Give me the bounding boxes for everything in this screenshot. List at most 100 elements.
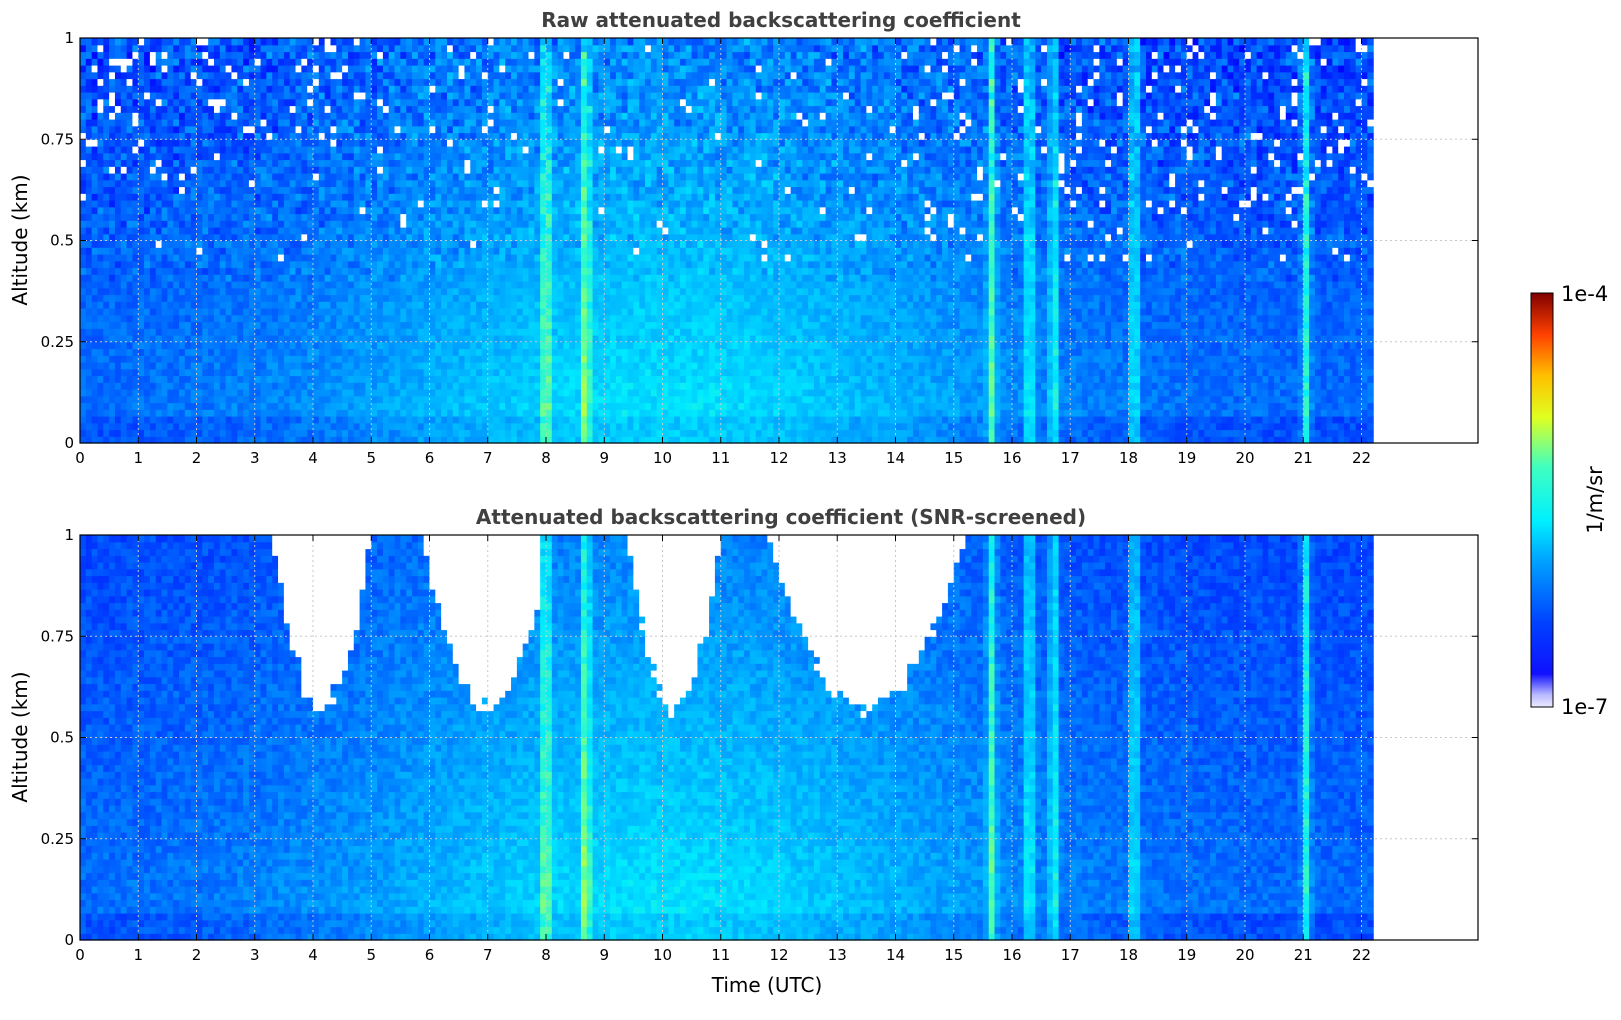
heatmap-cell — [179, 92, 186, 100]
heatmap-cell — [371, 193, 378, 201]
heatmap-cell — [225, 382, 233, 390]
heatmap-cell — [149, 152, 157, 161]
heatmap-cell — [109, 348, 116, 356]
heatmap-cell — [243, 200, 250, 208]
heatmap-cell — [435, 254, 442, 262]
heatmap-cell — [546, 38, 553, 46]
heatmap-cell — [213, 395, 221, 404]
heatmap-cell — [423, 65, 431, 73]
heatmap-cell — [400, 402, 407, 410]
heatmap-cell — [505, 416, 512, 424]
heatmap-cell — [499, 416, 506, 424]
heatmap-cell — [557, 274, 565, 282]
heatmap-cell — [138, 321, 145, 329]
heatmap-cell — [213, 308, 221, 316]
heatmap-cell — [318, 119, 326, 127]
heatmap-cell — [511, 119, 518, 127]
heatmap-cell — [464, 166, 471, 174]
heatmap-cell — [505, 152, 512, 161]
heatmap-cell — [394, 200, 401, 208]
heatmap-cell — [423, 146, 431, 154]
heatmap-cell — [283, 247, 291, 255]
heatmap-cell — [534, 247, 541, 255]
heatmap-cell — [400, 362, 407, 370]
heatmap-cell — [109, 152, 116, 161]
heatmap-cell — [336, 78, 343, 86]
heatmap-cell — [272, 416, 279, 424]
heatmap-cell — [313, 274, 320, 282]
heatmap-cell — [173, 220, 180, 228]
heatmap-cell — [318, 260, 326, 269]
heatmap-cell — [551, 173, 559, 181]
heatmap-cell — [412, 119, 419, 127]
heatmap-cell — [458, 159, 466, 167]
heatmap-cell — [365, 389, 372, 397]
heatmap-cell — [190, 362, 198, 370]
heatmap-cell — [359, 85, 367, 93]
heatmap-cell — [365, 314, 372, 323]
heatmap-cell — [283, 409, 291, 417]
heatmap-cell — [516, 92, 524, 100]
heatmap-cell — [557, 193, 565, 201]
heatmap-cell — [208, 51, 215, 59]
heatmap-cell — [144, 78, 151, 86]
heatmap-cell — [283, 132, 291, 140]
heatmap-cell — [85, 402, 93, 410]
heatmap-cell — [208, 112, 215, 120]
heatmap-cell — [365, 375, 372, 383]
heatmap-cell — [138, 294, 145, 302]
heatmap-cell — [184, 375, 192, 383]
heatmap-cell — [219, 213, 227, 221]
heatmap-cell — [184, 159, 192, 167]
heatmap-cell — [388, 105, 396, 113]
heatmap-cell — [132, 200, 139, 208]
heatmap-cell — [365, 125, 372, 134]
heatmap-cell — [528, 416, 535, 424]
heatmap-cell — [149, 193, 157, 201]
heatmap-cell — [80, 51, 87, 59]
heatmap-cell — [208, 132, 215, 140]
heatmap-cell — [406, 267, 413, 275]
heatmap-cell — [97, 267, 104, 275]
heatmap-cell — [179, 193, 186, 201]
heatmap-cell — [120, 341, 128, 350]
heatmap-cell — [266, 422, 273, 431]
heatmap-cell — [313, 368, 320, 377]
heatmap-cell — [406, 51, 413, 59]
heatmap-cell — [149, 348, 157, 356]
heatmap-cell — [476, 152, 483, 161]
heatmap-cell — [295, 125, 302, 134]
heatmap-cell — [243, 395, 250, 404]
heatmap-cell — [190, 328, 198, 336]
heatmap-cell — [394, 294, 401, 302]
heatmap-cell — [213, 132, 221, 140]
heatmap-cell — [452, 38, 460, 46]
heatmap-cell — [196, 227, 203, 235]
heatmap-cell — [231, 173, 238, 181]
heatmap-cell — [301, 368, 308, 377]
heatmap-cell — [371, 71, 378, 80]
heatmap-cell — [557, 159, 565, 167]
heatmap-cell — [406, 308, 413, 316]
heatmap-cell — [173, 348, 180, 356]
heatmap-cell — [272, 227, 279, 235]
heatmap-cell — [144, 112, 151, 120]
heatmap-cell — [499, 436, 506, 444]
heatmap-cell — [516, 382, 524, 390]
heatmap-cell — [429, 78, 436, 86]
heatmap-cell — [190, 186, 198, 194]
heatmap-cell — [342, 260, 349, 269]
heatmap-cell — [313, 254, 320, 262]
heatmap-cell — [278, 267, 285, 275]
heatmap-cell — [476, 328, 483, 336]
heatmap-cell — [551, 227, 559, 235]
heatmap-cell — [330, 362, 337, 370]
heatmap-cell — [132, 287, 139, 296]
heatmap-cell — [295, 193, 302, 201]
heatmap-cell — [272, 294, 279, 302]
heatmap-cell — [149, 321, 157, 329]
heatmap-cell — [505, 71, 512, 80]
heatmap-cell — [388, 436, 396, 444]
heatmap-cell — [441, 314, 448, 323]
heatmap-cell — [225, 193, 233, 201]
